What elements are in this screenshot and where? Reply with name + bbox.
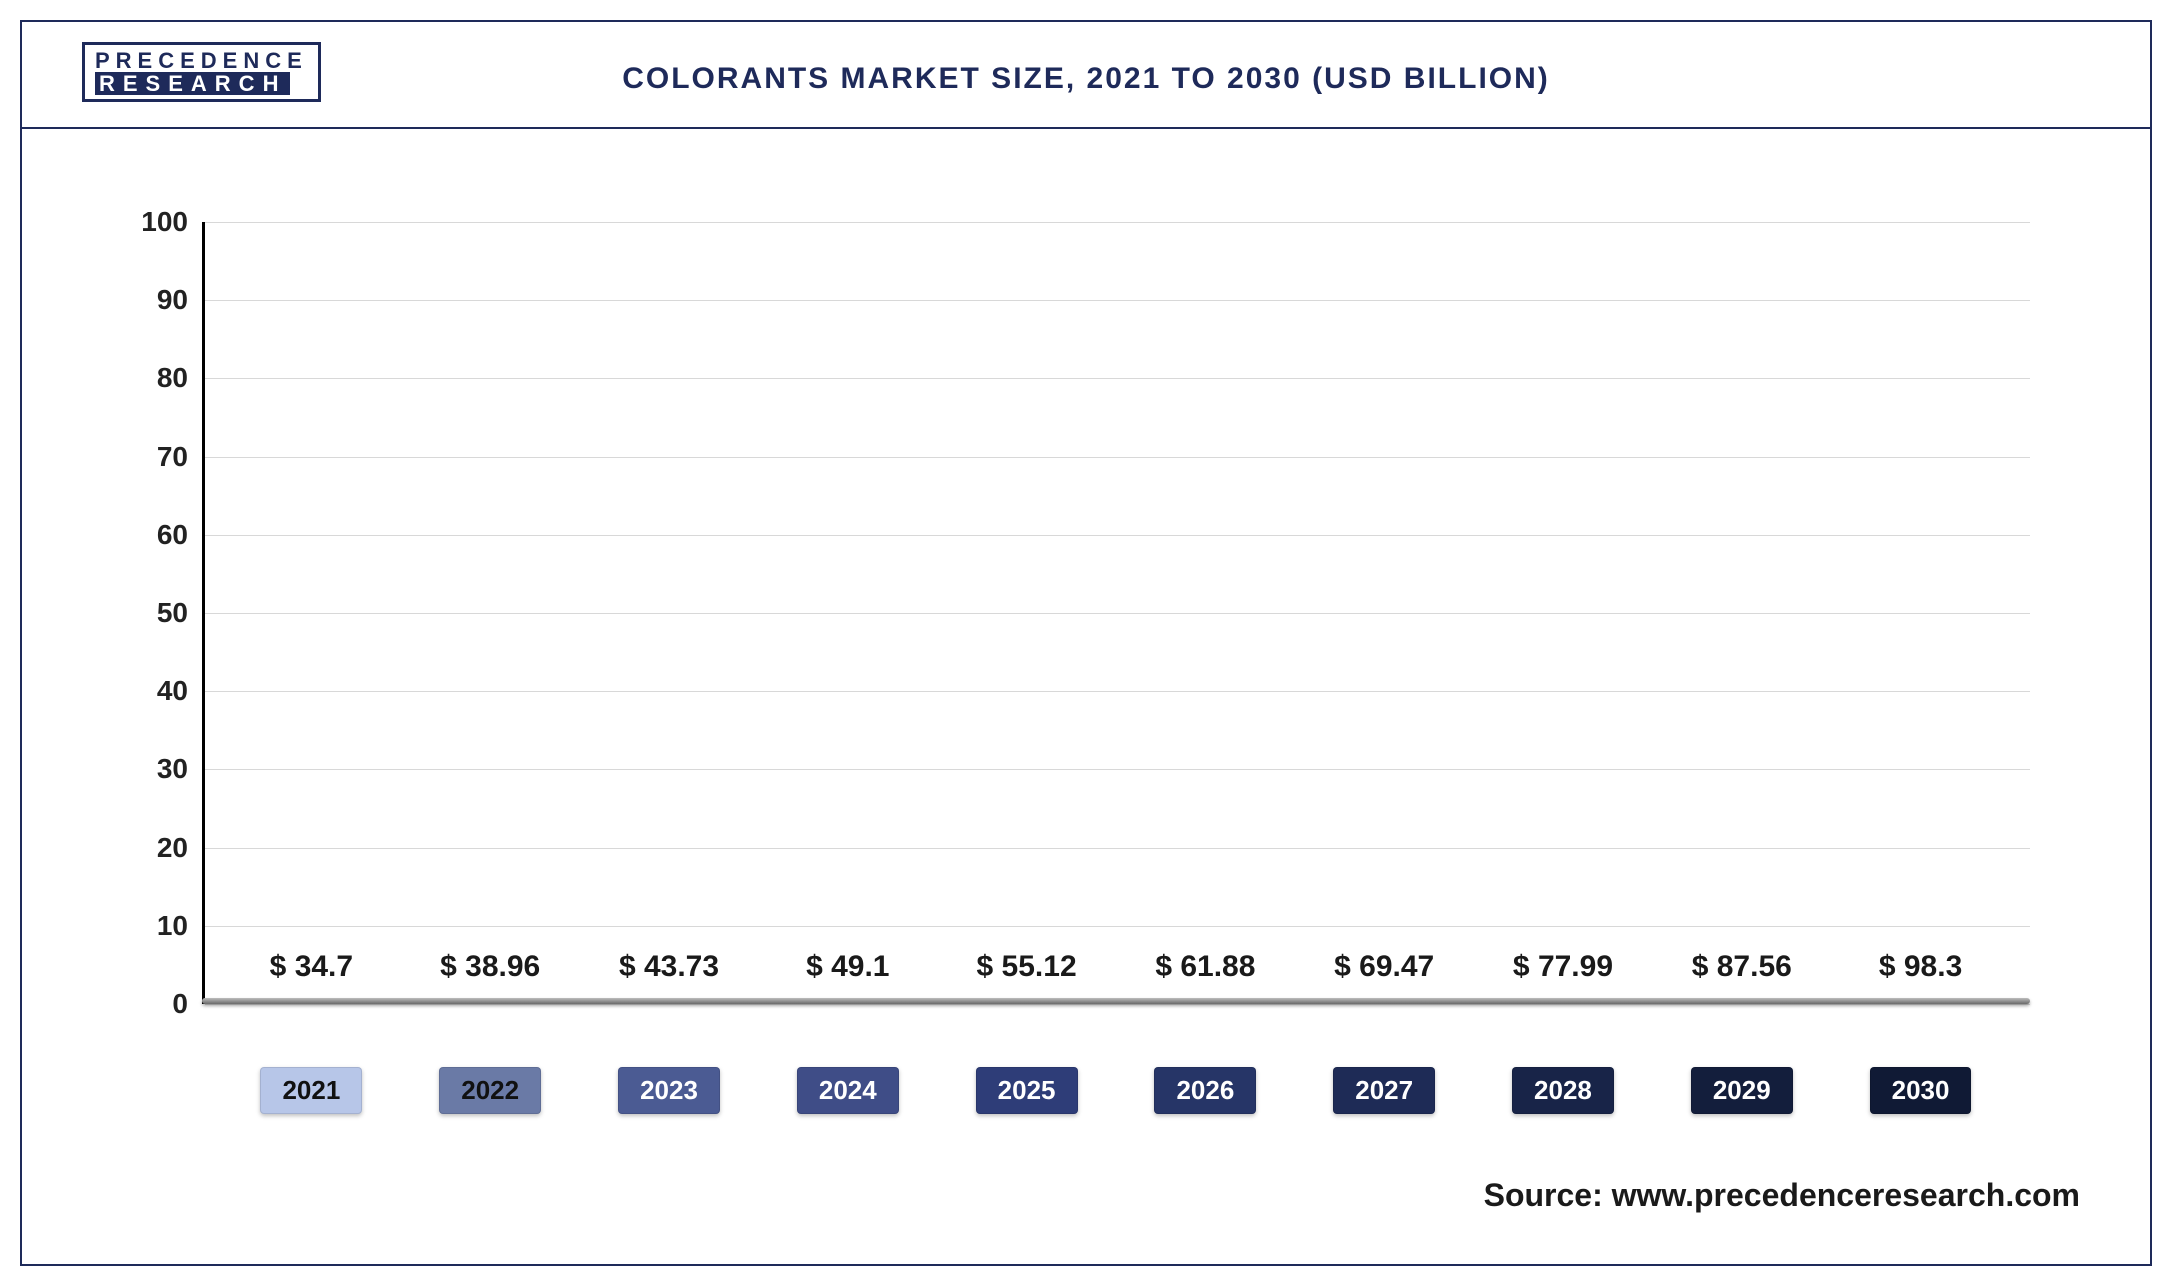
y-tick-label: 50 xyxy=(108,597,188,629)
bar-value-label: $ 61.88 xyxy=(1155,950,1255,984)
y-tick-label: 100 xyxy=(108,206,188,238)
x-tick-label: 2024 xyxy=(758,1067,937,1114)
bar-value-label: $ 98.3 xyxy=(1879,950,1962,984)
x-tick-pill: 2023 xyxy=(618,1067,720,1114)
y-tick-label: 90 xyxy=(108,284,188,316)
y-tick-label: 70 xyxy=(108,441,188,473)
x-tick-label: 2026 xyxy=(1116,1067,1295,1114)
bar-value-label: $ 69.47 xyxy=(1334,950,1434,984)
y-tick-label: 0 xyxy=(108,988,188,1020)
bar-value-label: $ 55.12 xyxy=(977,950,1077,984)
bar-value-label: $ 43.73 xyxy=(619,950,719,984)
y-tick-label: 40 xyxy=(108,675,188,707)
x-tick-label: 2022 xyxy=(401,1067,580,1114)
bar-value-label: $ 38.96 xyxy=(440,950,540,984)
x-tick-label: 2029 xyxy=(1652,1067,1831,1114)
x-tick-pill: 2027 xyxy=(1333,1067,1435,1114)
x-tick-pill: 2025 xyxy=(976,1067,1078,1114)
chart-area: 0102030405060708090100 $ 34.7$ 38.96$ 43… xyxy=(202,222,2030,1004)
y-tick-label: 20 xyxy=(108,832,188,864)
bars-container: $ 34.7 $ 38.96 $ 43.73 $ 49.1 $ 55.12 $ 61.88… xyxy=(222,222,2010,998)
x-tick-label: 2021 xyxy=(222,1067,401,1114)
y-tick-label: 10 xyxy=(108,910,188,942)
bar-value-label: $ 34.7 xyxy=(270,950,353,984)
x-tick-label: 2027 xyxy=(1295,1067,1474,1114)
x-axis-baseline xyxy=(202,998,2030,1004)
x-tick-label: 2030 xyxy=(1831,1067,2010,1114)
gridline xyxy=(205,1004,2030,1005)
x-tick-pill: 2028 xyxy=(1512,1067,1614,1114)
chart-frame: PRECEDENCE RESEARCH COLORANTS MARKET SIZ… xyxy=(20,20,2152,1266)
x-tick-pill: 2029 xyxy=(1691,1067,1793,1114)
y-tick-label: 60 xyxy=(108,519,188,551)
source-attribution: Source: www.precedenceresearch.com xyxy=(1484,1177,2080,1214)
bar-value-label: $ 87.56 xyxy=(1692,950,1792,984)
x-tick-pill: 2026 xyxy=(1154,1067,1256,1114)
bar-value-label: $ 49.1 xyxy=(806,950,889,984)
bar-value-label: $ 77.99 xyxy=(1513,950,1613,984)
x-axis-labels: 2021 2022 2023 2024 2025 2026 2027 2028 2029 2030 xyxy=(222,1067,2010,1114)
x-tick-pill: 2030 xyxy=(1870,1067,1972,1114)
y-tick-label: 80 xyxy=(108,362,188,394)
x-tick-pill: 2021 xyxy=(260,1067,362,1114)
x-tick-label: 2025 xyxy=(937,1067,1116,1114)
header-divider xyxy=(22,127,2150,129)
x-tick-label: 2023 xyxy=(580,1067,759,1114)
y-tick-label: 30 xyxy=(108,753,188,785)
x-tick-pill: 2022 xyxy=(439,1067,541,1114)
x-tick-pill: 2024 xyxy=(797,1067,899,1114)
chart-title: COLORANTS MARKET SIZE, 2021 TO 2030 (USD… xyxy=(22,62,2150,96)
x-tick-label: 2028 xyxy=(1474,1067,1653,1114)
